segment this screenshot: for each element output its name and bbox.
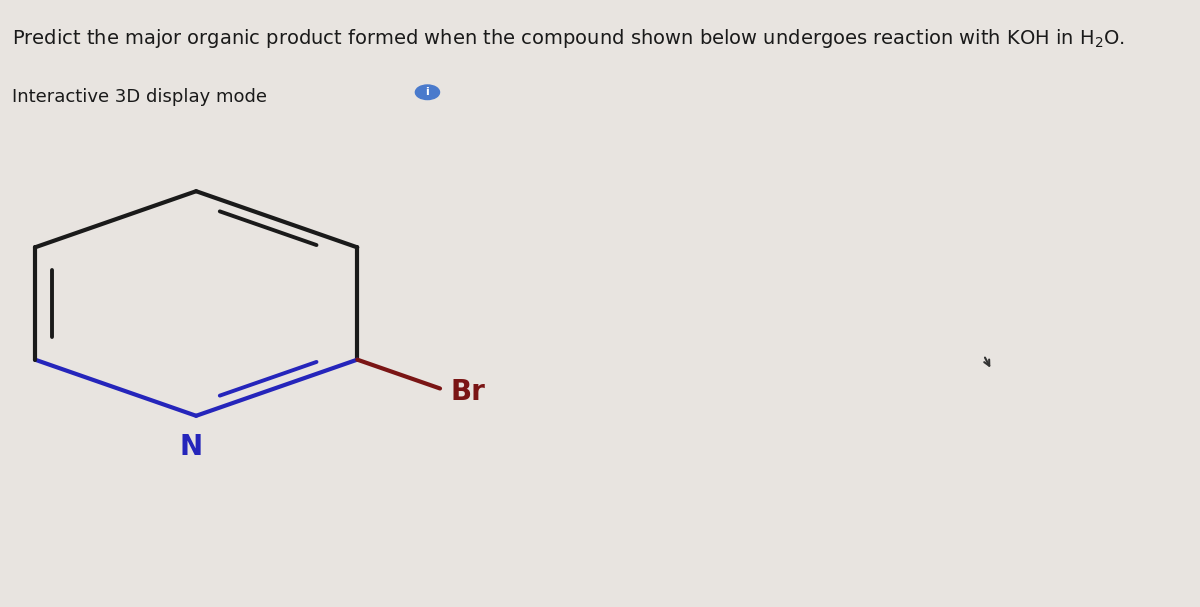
Text: Br: Br bbox=[450, 378, 485, 405]
Text: Predict the major organic product formed when the compound shown below undergoes: Predict the major organic product formed… bbox=[12, 27, 1126, 50]
Text: i: i bbox=[426, 87, 430, 97]
Text: N: N bbox=[180, 433, 203, 461]
Circle shape bbox=[415, 85, 439, 100]
Text: Interactive 3D display mode: Interactive 3D display mode bbox=[12, 88, 268, 106]
